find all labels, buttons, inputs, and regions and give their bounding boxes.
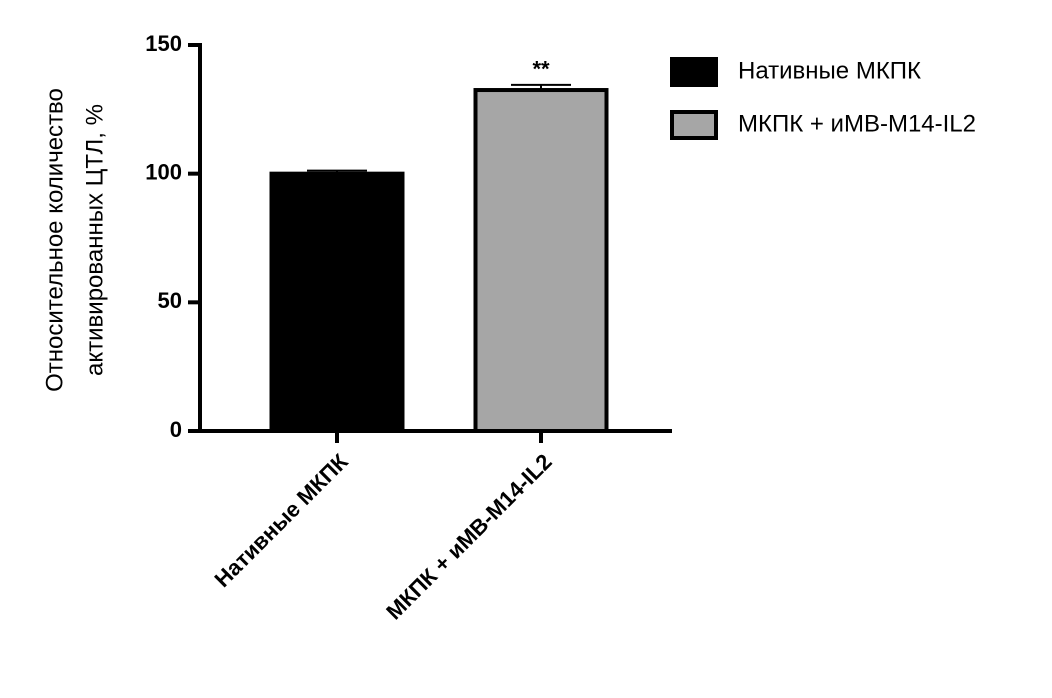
legend-label: МКПК + иМВ-М14-IL2 [738,110,976,137]
y-axis-label: Относительное количество [41,88,68,392]
y-tick-label: 100 [145,159,182,184]
bar [473,88,609,434]
annotation: ** [532,57,550,82]
legend-label: Нативные МКПК [738,57,921,84]
x-tick-label: МКПК + иМВ-М14-IL2 [381,449,556,624]
legend-swatch [670,110,718,140]
bar [269,171,405,434]
y-tick-label: 0 [170,417,182,442]
x-tick-label: Нативные МКПК [210,449,353,592]
legend-swatch [670,57,718,87]
y-tick-label: 50 [158,288,182,313]
y-axis-label: активированных ЦТЛ, % [81,104,108,376]
y-tick-label: 150 [145,31,182,56]
